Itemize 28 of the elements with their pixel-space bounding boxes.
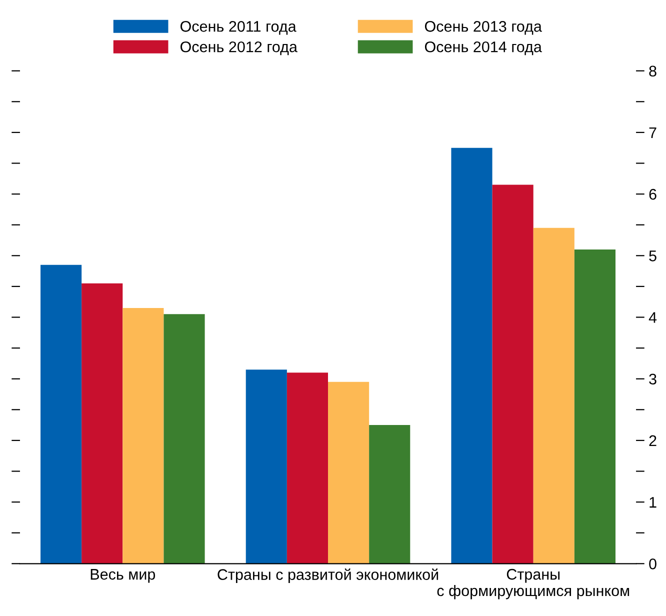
legend-label: Осень 2011 года (180, 21, 296, 35)
y-tick-label: 5 (649, 250, 656, 262)
y-tick-label: 0 (649, 558, 656, 570)
bar (328, 382, 370, 564)
y-tick-label: 7 (649, 127, 656, 138)
bar (286, 372, 328, 564)
bar (369, 425, 410, 564)
bar (164, 314, 205, 564)
legend-label: Осень 2014 года (424, 41, 542, 56)
legend-label: Осень 2013 года (424, 21, 542, 35)
bar (533, 228, 574, 564)
bar (40, 264, 82, 564)
bar (574, 249, 616, 564)
x-tick-label: Весь мир (90, 569, 156, 583)
bar (451, 148, 492, 564)
bar (246, 370, 287, 564)
y-tick-label: 1 (650, 497, 656, 508)
y-tick-label: 2 (649, 435, 656, 446)
legend-label: Осень 2012 года (180, 41, 298, 56)
bar (82, 283, 123, 564)
x-tick-label: Страны с развитой экономикой (218, 568, 438, 584)
y-tick-label: 3 (649, 374, 656, 385)
bar (122, 308, 164, 564)
y-tick-label: 6 (649, 188, 656, 200)
y-tick-label: 4 (648, 312, 657, 323)
y-tick-label: 8 (649, 66, 656, 77)
bar (492, 184, 534, 564)
x-tick-label: Страны с формирующимся рынком (437, 568, 630, 600)
